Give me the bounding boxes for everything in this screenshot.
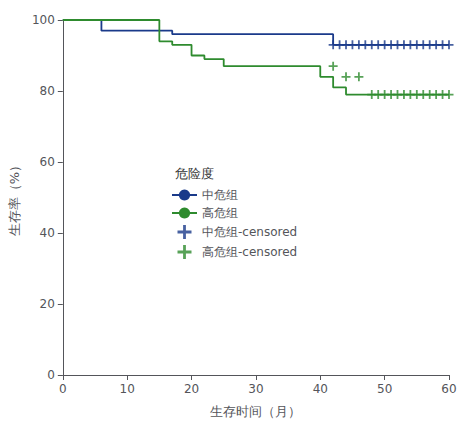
svg-text:60: 60 <box>40 155 55 169</box>
svg-text:100: 100 <box>32 13 55 27</box>
svg-text:中危组-censored: 中危组-censored <box>202 225 297 239</box>
svg-text:中危组: 中危组 <box>202 188 238 202</box>
svg-text:生存时间（月）: 生存时间（月） <box>210 404 301 419</box>
svg-text:高危组-censored: 高危组-censored <box>202 245 297 259</box>
svg-text:高危组: 高危组 <box>202 206 238 220</box>
svg-text:危险度: 危险度 <box>175 166 214 181</box>
svg-text:0: 0 <box>59 382 67 396</box>
svg-text:80: 80 <box>40 84 55 98</box>
svg-text:40: 40 <box>313 382 328 396</box>
svg-text:20: 20 <box>40 297 55 311</box>
svg-text:50: 50 <box>377 382 392 396</box>
svg-text:生存率（%）: 生存率（%） <box>7 159 22 236</box>
svg-text:60: 60 <box>441 382 456 396</box>
svg-text:30: 30 <box>248 382 263 396</box>
svg-text:10: 10 <box>120 382 135 396</box>
svg-text:0: 0 <box>47 368 55 382</box>
svg-text:20: 20 <box>184 382 199 396</box>
svg-text:40: 40 <box>40 226 55 240</box>
